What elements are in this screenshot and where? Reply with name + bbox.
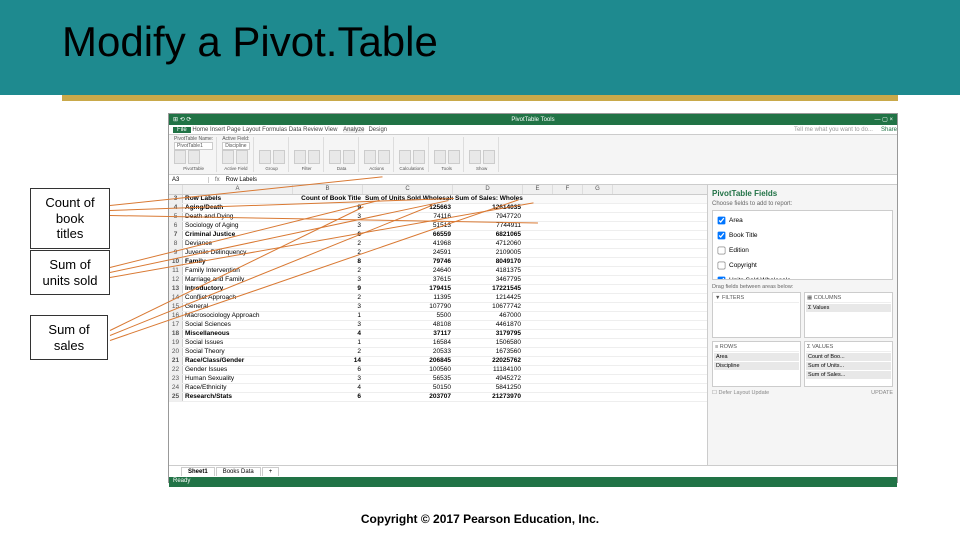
ribbon-group: PivotTable Name:PivotTable1PivotTable [171,137,217,172]
ribbon-group: Filter [291,137,324,172]
table-row[interactable]: 17 Social Sciences3481084461870 [169,321,707,330]
callout-units: Sum of units sold [30,250,110,295]
sheet-tab[interactable]: Books Data [216,467,261,476]
ribbon-group: Tools [431,137,464,172]
status-bar: Ready [169,477,897,487]
ribbon-group: Active Field:DisciplineActive Field [219,137,253,172]
ribbon-group: Calculations [396,137,429,172]
table-row[interactable]: 20 Social Theory2205331673560 [169,348,707,357]
ribbon-group: Show [466,137,499,172]
titlebar-left: ⊞ ⟲ ⟳ [173,116,191,123]
ribbon-tab[interactable]: Home [192,127,208,133]
sheet-tab[interactable]: + [262,467,280,476]
titlebar-center: PivotTable Tools [511,117,554,123]
column-header[interactable]: F [553,185,583,194]
table-row[interactable]: 14 Conflict Approach2113951214425 [169,294,707,303]
fx-label: fx [209,177,220,183]
table-row[interactable]: 21Race/Class/Gender1420684522025762 [169,357,707,366]
name-box[interactable]: A3 [169,177,209,183]
table-row[interactable]: 23 Human Sexuality3565354945272 [169,375,707,384]
ribbon-tab[interactable]: File [173,127,191,133]
ribbon-tabs: File Home Insert Page Layout Formulas Da… [169,125,897,135]
copyright: Copyright © 2017 Pearson Education, Inc. [0,512,960,526]
columns-area[interactable]: ▦ COLUMNS Σ Values [804,292,893,338]
column-header[interactable]: G [583,185,613,194]
filters-area[interactable]: ▼ FILTERS [712,292,801,338]
table-row[interactable]: 11 Family Intervention2246404181375 [169,267,707,276]
table-row[interactable]: 15 General310779010677742 [169,303,707,312]
drag-label: Drag fields between areas below: [712,284,893,290]
formula-bar: A3 fx Row Labels [169,175,897,185]
ribbon-group: Actions [361,137,394,172]
table-row[interactable]: 9 Juvenile Delinquency2245912109005 [169,249,707,258]
formula-content[interactable]: Row Labels [220,177,257,183]
ribbon: PivotTable Name:PivotTable1PivotTableAct… [169,135,897,175]
table-row[interactable]: 25Research/Stats620370721273970 [169,393,707,402]
update-button[interactable]: UPDATE [871,390,893,396]
accent-line [62,95,898,101]
table-row[interactable]: 16 Macrosociology Approach15500467000 [169,312,707,321]
ribbon-tab[interactable]: Page Layout [227,127,261,133]
excel-window: ⊞ ⟲ ⟳ PivotTable Tools — ▢ × File Home I… [168,113,898,483]
values-area[interactable]: Σ VALUES Count of Boo... Sum of Units...… [804,341,893,387]
pane-title: PivotTable Fields [712,189,893,198]
tell-me[interactable]: Tell me what you want to do... [794,127,873,133]
sheet-tabs[interactable]: Sheet1Books Data+ [169,465,897,477]
ribbon-group: Data [326,137,359,172]
callout-count: Count of book titles [30,188,110,249]
column-header[interactable]: C [363,185,453,194]
ribbon-group: Group [256,137,289,172]
table-row[interactable]: 18Miscellaneous4371173179795 [169,330,707,339]
titlebar-right: — ▢ × [874,116,893,123]
ribbon-tab[interactable]: Data [289,127,302,133]
field-list-item[interactable]: Copyright [715,258,890,273]
column-header[interactable]: A [183,185,293,194]
ribbon-tab[interactable]: Review [303,127,323,133]
pane-subtitle: Choose fields to add to report: [712,201,893,207]
callout-sales: Sum of sales [30,315,108,360]
field-list[interactable]: AreaBook TitleEditionCopyrightUnits Sold… [712,210,893,280]
column-header[interactable]: D [453,185,523,194]
ribbon-tab[interactable]: Insert [210,127,225,133]
tool-tab[interactable]: Analyze [343,127,364,133]
field-list-item[interactable]: Area [715,213,890,228]
column-header[interactable] [169,185,183,194]
ribbon-tab[interactable]: View [325,127,338,133]
tool-tab[interactable]: Design [368,127,387,133]
field-list-item[interactable]: Book Title [715,228,890,243]
excel-titlebar: ⊞ ⟲ ⟳ PivotTable Tools — ▢ × [169,114,897,125]
rows-area[interactable]: ≡ ROWS Area Discipline [712,341,801,387]
pivottable-fields-pane: PivotTable Fields Choose fields to add t… [707,185,897,465]
field-list-item[interactable]: Units Sold Wholesale [715,273,890,280]
share-button[interactable]: Share [881,127,897,133]
column-header[interactable]: B [293,185,363,194]
slide-title: Modify a Pivot.Table [62,18,438,66]
table-row[interactable]: 24 Race/Ethnicity4501505841250 [169,384,707,393]
ribbon-tab[interactable]: Formulas [262,127,287,133]
table-row[interactable]: 19 Social Issues1165841506580 [169,339,707,348]
sheet-tab[interactable]: Sheet1 [181,467,215,476]
defer-checkbox[interactable]: ☐ Defer Layout Update [712,390,769,396]
column-header[interactable]: E [523,185,553,194]
field-list-item[interactable]: Edition [715,243,890,258]
table-row[interactable]: 22 Gender Issues610056011184100 [169,366,707,375]
